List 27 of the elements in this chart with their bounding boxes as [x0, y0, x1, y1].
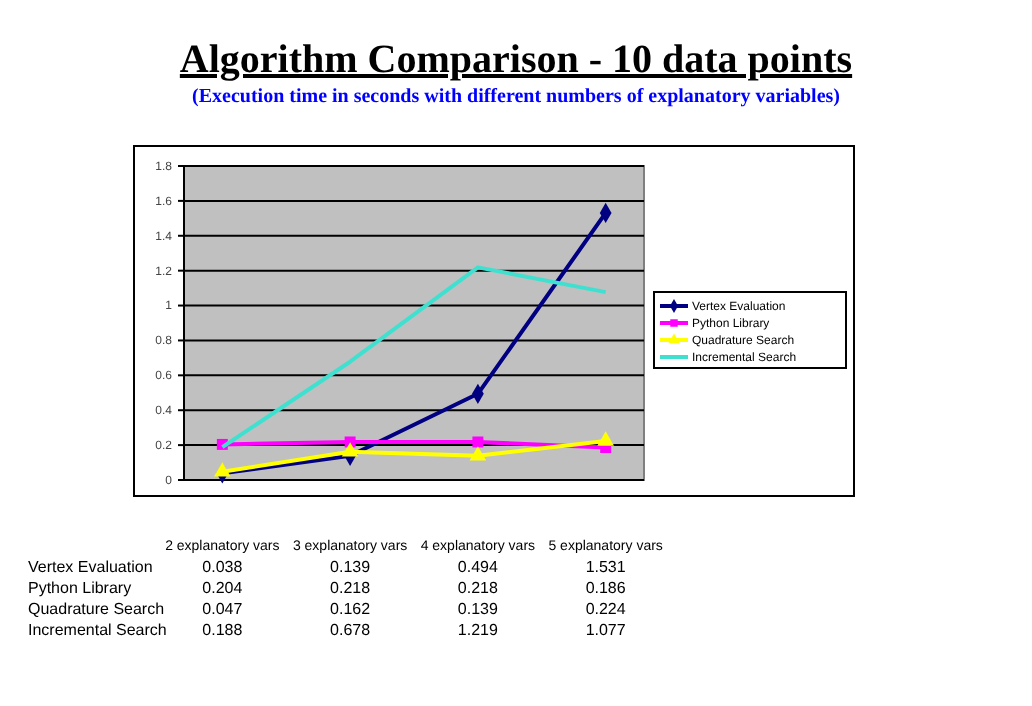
text: Quadrature Search [28, 600, 165, 618]
data-label: 0.038 [202, 558, 244, 576]
data-label: 0.139 [330, 558, 372, 576]
data-label: 0.186 [585, 579, 627, 597]
chart-title: Algorithm Comparison - 10 data points [179, 38, 853, 82]
data-label: 0.188 [202, 621, 244, 639]
chart-subtitle: (Execution time in seconds with different numbers of explanatory variables) [192, 86, 840, 108]
data-label: 0.224 [585, 600, 627, 618]
text: Python Library [28, 579, 132, 597]
point [214, 462, 231, 477]
data-label: 0.139 [457, 600, 499, 618]
text: Vertex Evaluation [28, 558, 153, 576]
data-label: 0.218 [457, 579, 499, 597]
point [597, 431, 614, 446]
data-label: 0.047 [202, 600, 244, 618]
data-label: 1.219 [457, 621, 499, 639]
data-label: 0.494 [457, 558, 499, 576]
point [341, 442, 359, 457]
data-label: 0.678 [330, 621, 372, 639]
data-label: 1.077 [585, 621, 627, 639]
point [472, 436, 484, 448]
point [469, 446, 487, 461]
text: Incremental Search [28, 621, 167, 639]
data-label: 0.162 [330, 600, 372, 618]
data-label: 0.204 [202, 579, 244, 597]
data-label: 1.531 [585, 558, 627, 576]
data-label: 0.218 [330, 579, 372, 597]
